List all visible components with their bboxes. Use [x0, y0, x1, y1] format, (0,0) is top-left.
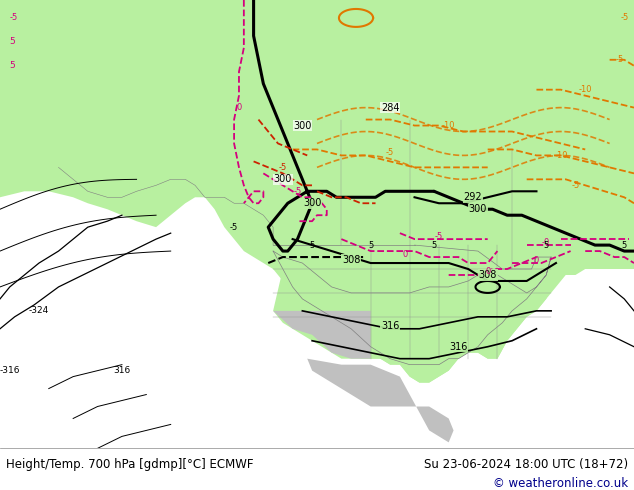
Text: 300: 300 [293, 121, 311, 130]
Text: -10: -10 [554, 151, 567, 160]
Text: 308: 308 [479, 270, 497, 280]
Text: -5: -5 [230, 222, 238, 232]
Text: 292: 292 [463, 192, 482, 202]
Text: 308: 308 [342, 255, 360, 265]
Text: 5: 5 [621, 241, 627, 249]
Text: Su 23-06-2024 18:00 UTC (18+72): Su 23-06-2024 18:00 UTC (18+72) [424, 458, 628, 471]
Text: 316: 316 [381, 321, 399, 331]
Text: -0: -0 [542, 238, 550, 246]
Text: 0: 0 [402, 249, 408, 259]
Text: 0: 0 [236, 103, 242, 112]
Text: -324: -324 [29, 306, 49, 316]
Polygon shape [273, 311, 371, 359]
Text: 5: 5 [543, 241, 549, 249]
Text: 300: 300 [303, 198, 321, 208]
Polygon shape [307, 359, 453, 442]
Text: 5: 5 [368, 241, 373, 249]
Text: 5: 5 [10, 61, 15, 70]
Text: 5: 5 [431, 241, 437, 249]
Text: 5: 5 [10, 37, 15, 47]
Text: -5: -5 [10, 13, 18, 23]
Text: -5: -5 [571, 181, 579, 190]
Text: -10: -10 [578, 85, 592, 94]
Text: -10: -10 [442, 121, 455, 130]
Text: Height/Temp. 700 hPa [gdmp][°C] ECMWF: Height/Temp. 700 hPa [gdmp][°C] ECMWF [6, 458, 254, 471]
Text: © weatheronline.co.uk: © weatheronline.co.uk [493, 477, 628, 490]
Text: 300: 300 [274, 174, 292, 184]
Text: -5: -5 [620, 13, 628, 23]
Text: 5: 5 [309, 241, 314, 249]
Polygon shape [0, 0, 634, 383]
Text: -5: -5 [294, 187, 302, 196]
Text: -5: -5 [279, 163, 287, 172]
Text: 0: 0 [534, 256, 539, 265]
Text: -5: -5 [435, 232, 443, 241]
Polygon shape [273, 269, 551, 383]
Text: -5: -5 [615, 55, 623, 64]
Text: 300: 300 [469, 204, 487, 214]
Text: -316: -316 [0, 366, 20, 375]
Text: 0: 0 [485, 268, 490, 276]
Text: 284: 284 [381, 102, 399, 113]
Text: -5: -5 [386, 148, 394, 157]
Text: 316: 316 [113, 366, 131, 375]
Text: 316: 316 [450, 342, 468, 352]
